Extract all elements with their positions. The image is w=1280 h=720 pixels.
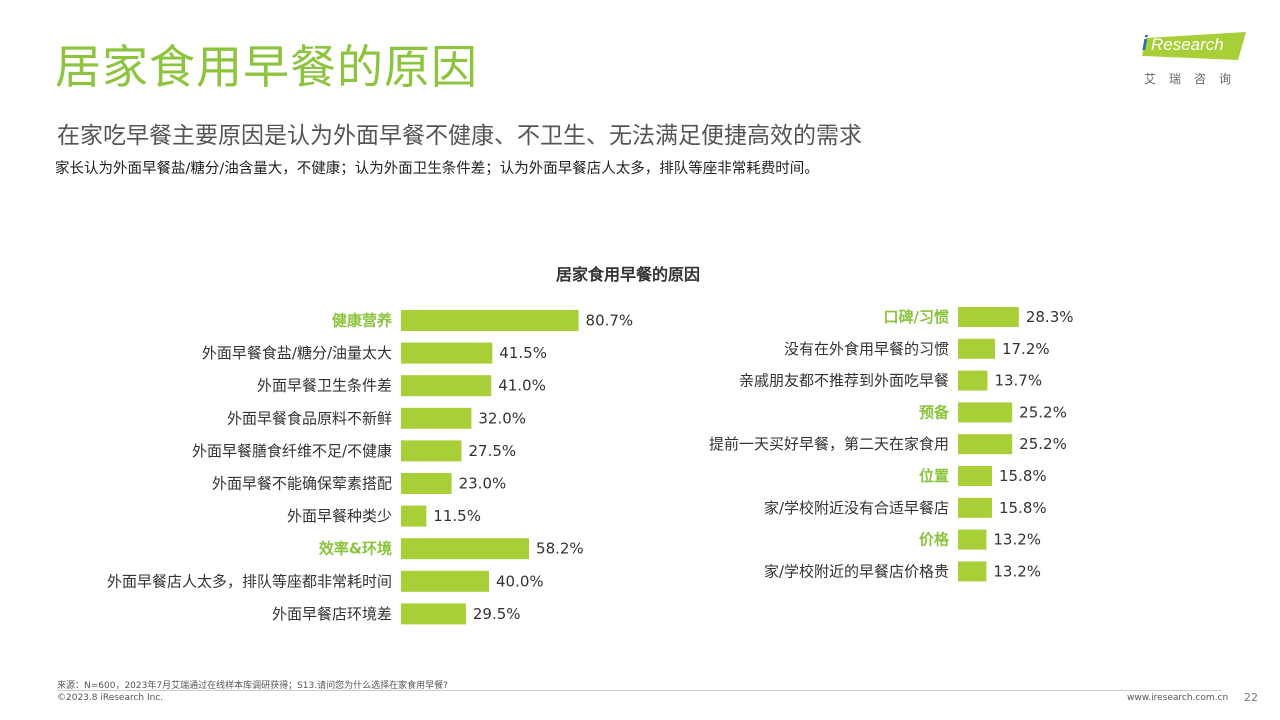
bar-1-8 (958, 561, 987, 582)
category-label: 外面早餐种类少 (287, 507, 392, 525)
value-label: 13.2% (993, 531, 1041, 549)
category-label: 提前一天买好早餐，第二天在家食用 (709, 435, 949, 453)
value-label: 23.0% (459, 475, 507, 493)
value-label: 13.7% (994, 372, 1042, 390)
bar-1-2 (958, 370, 988, 391)
bar-0-4 (401, 440, 462, 462)
page-number: 22 (1244, 691, 1258, 704)
bar-0-7 (401, 538, 530, 560)
page-subtitle: 在家吃早餐主要原因是认为外面早餐不健康、不卫生、无法满足便捷高效的需求 (57, 123, 862, 149)
value-label: 29.5% (473, 605, 521, 623)
footer-divider (57, 690, 1222, 691)
group-label: 位置 (919, 467, 949, 485)
category-label: 亲戚朋友都不推荐到外面吃早餐 (739, 372, 949, 390)
group-label: 预备 (919, 403, 950, 421)
logo-research: Research (1151, 35, 1224, 54)
bar-1-4 (958, 434, 1013, 455)
bar-0-8 (401, 570, 489, 592)
bar-0-0 (401, 310, 579, 331)
category-label: 家/学校附近没有合适早餐店 (764, 499, 949, 517)
bar-1-5 (958, 466, 992, 486)
value-label: 15.8% (999, 467, 1047, 485)
category-label: 外面早餐店环境差 (272, 605, 392, 623)
value-label: 13.2% (993, 562, 1041, 580)
logo-badge-icon (1142, 32, 1246, 60)
value-label: 32.0% (478, 409, 526, 427)
page-title: 居家食用早餐的原因 (55, 40, 478, 94)
logo-chinese: 艾瑞咨询 (1144, 72, 1245, 86)
category-label: 外面早餐食盐/糖分/油量太大 (202, 344, 392, 362)
copyright: ©2023.8 iResearch Inc. (57, 693, 164, 703)
value-label: 15.8% (999, 499, 1047, 517)
page-description: 家长认为外面早餐盐/糖分/油含量大，不健康；认为外面卫生条件差；认为外面早餐店人… (55, 161, 819, 177)
category-label: 外面早餐店人太多，排队等座都非常耗时间 (107, 572, 392, 590)
website-link[interactable]: www.iresearch.com.cn (1127, 693, 1229, 703)
bar-0-3 (401, 407, 472, 429)
logo-i: i (1142, 33, 1148, 55)
category-label: 没有在外食用早餐的习惯 (784, 340, 949, 358)
value-label: 41.5% (499, 344, 547, 362)
bar-1-6 (958, 497, 992, 518)
value-label: 25.2% (1019, 403, 1067, 421)
source-note: 来源：N=600，2023年7月艾瑞通过在线样本库调研获得；S13.请问您为什么… (57, 681, 448, 691)
bar-0-5 (401, 473, 452, 494)
value-label: 80.7% (586, 312, 634, 330)
group-label: 口碑/习惯 (884, 308, 949, 326)
iresearch-logo: i Research 艾瑞咨询 (1142, 32, 1252, 88)
value-label: 11.5% (433, 507, 481, 525)
category-label: 外面早餐膳食纤维不足/不健康 (192, 442, 392, 460)
bar-0-2 (401, 375, 492, 397)
bar-0-6 (401, 505, 427, 527)
value-label: 27.5% (469, 442, 517, 460)
group-label: 效率&环境 (319, 540, 392, 558)
logo-wordmark: i Research (1142, 32, 1246, 60)
value-label: 40.0% (496, 572, 544, 590)
group-label: 健康营养 (332, 312, 393, 330)
bar-1-3 (958, 402, 1013, 423)
category-label: 外面早餐卫生条件差 (257, 377, 392, 395)
value-label: 17.2% (1002, 340, 1050, 358)
bar-1-7 (958, 529, 987, 550)
value-label: 25.2% (1019, 435, 1067, 453)
category-label: 外面早餐食品原料不新鲜 (227, 409, 392, 427)
value-label: 58.2% (536, 540, 584, 558)
value-label: 41.0% (498, 377, 546, 395)
bar-1-1 (958, 338, 995, 359)
value-label: 28.3% (1026, 308, 1074, 326)
category-label: 外面早餐不能确保荤素搭配 (212, 475, 392, 493)
bar-0-1 (401, 342, 493, 364)
chart-title: 居家食用早餐的原因 (556, 265, 701, 284)
category-label: 家/学校附近的早餐店价格贵 (764, 562, 949, 580)
bar-0-9 (401, 603, 466, 625)
group-label: 价格 (919, 531, 950, 549)
bar-1-0 (958, 307, 1019, 327)
